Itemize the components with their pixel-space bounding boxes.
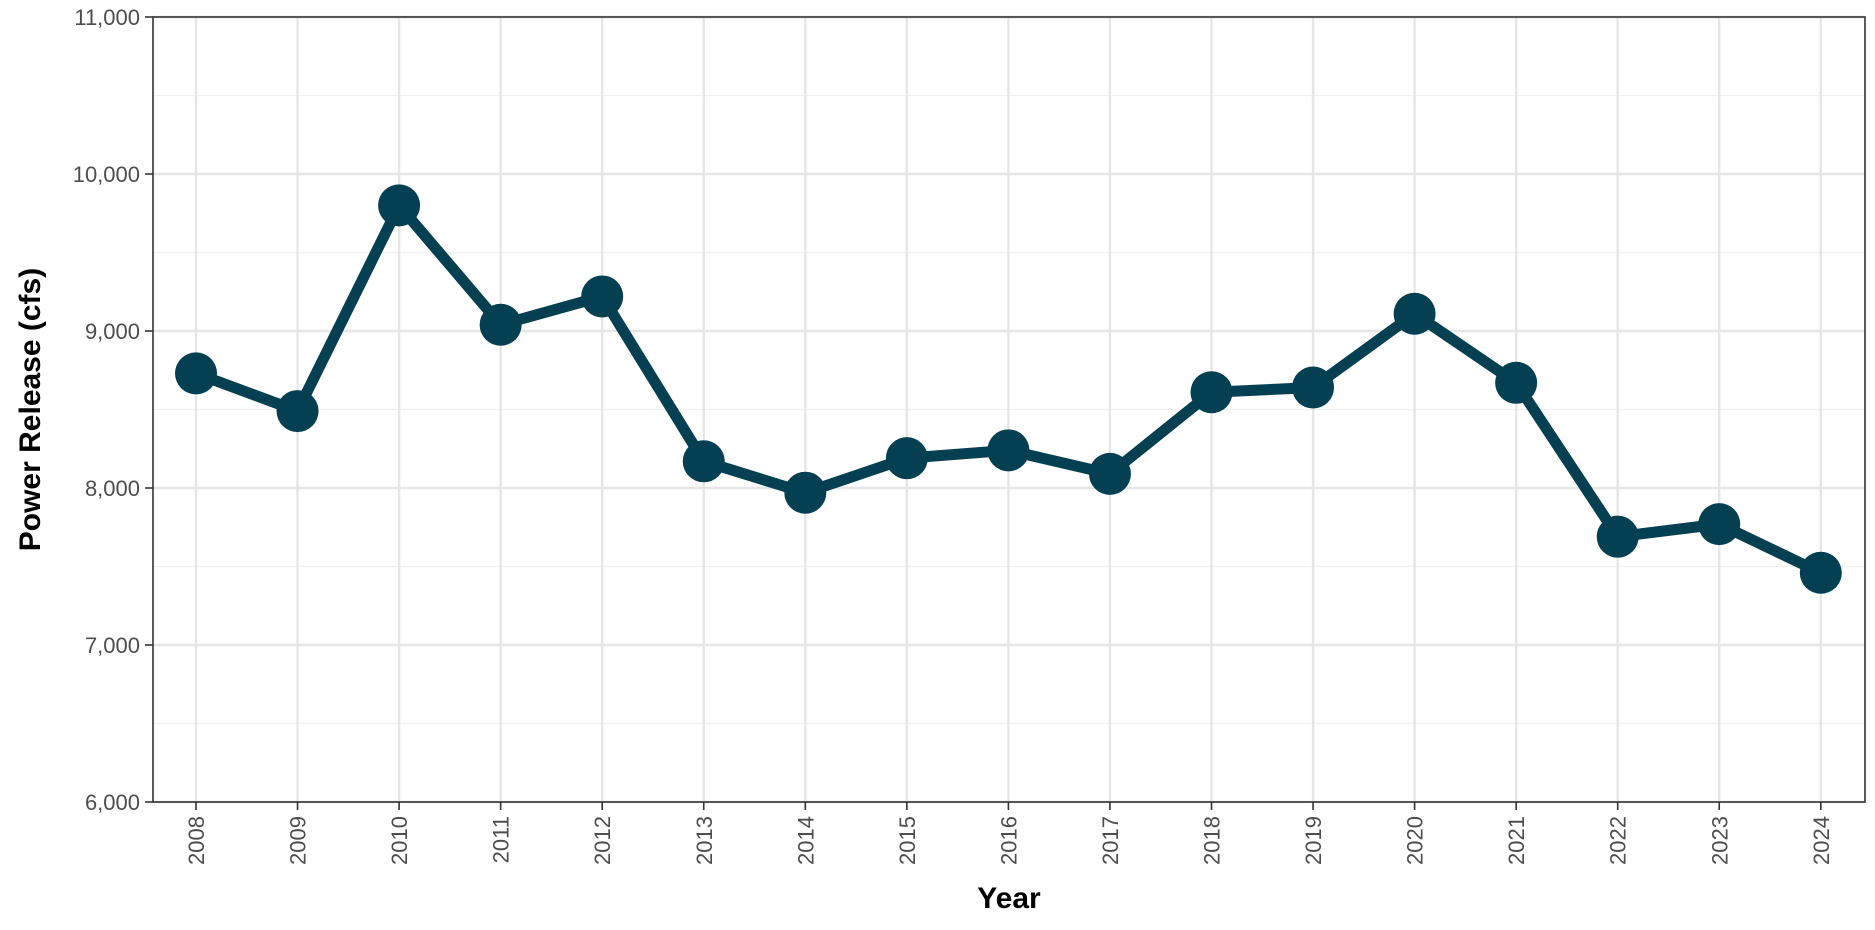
data-point [987, 429, 1030, 472]
data-point [1596, 515, 1639, 558]
data-point [378, 184, 421, 227]
x-tick-label: 2014 [793, 816, 818, 865]
data-point [276, 390, 319, 433]
data-point [1292, 366, 1335, 409]
data-point [1088, 452, 1131, 495]
y-tick-label: 6,000 [85, 790, 140, 815]
x-tick-label: 2010 [387, 816, 412, 865]
data-point [1799, 551, 1842, 594]
data-point [1495, 361, 1538, 404]
x-tick-label: 2023 [1707, 816, 1732, 865]
x-axis: 2008 2009 2010 2011 2012 2013 2014 2015 2016 2017… [184, 802, 1834, 865]
x-tick-label: 2016 [996, 816, 1021, 865]
y-tick-label: 11,000 [74, 5, 140, 30]
x-tick-label: 2013 [692, 816, 717, 865]
x-tick-label: 2012 [590, 816, 615, 865]
x-tick-label: 2011 [489, 816, 514, 863]
data-point [175, 352, 217, 395]
data-point [885, 437, 928, 480]
x-tick-label: 2018 [1200, 816, 1225, 865]
series-power-release [175, 184, 1842, 594]
data-point [581, 275, 624, 318]
x-tick-label: 2022 [1606, 816, 1631, 865]
y-tick-label: 7,000 [85, 633, 140, 658]
y-tick-label: 9,000 [85, 319, 140, 344]
data-point [1698, 503, 1741, 546]
x-tick-label: 2021 [1504, 816, 1529, 865]
x-tick-label: 2020 [1403, 816, 1428, 865]
x-axis-title: Year [977, 882, 1041, 915]
x-tick-label: 2017 [1098, 816, 1123, 865]
data-point [682, 440, 725, 483]
x-tick-label: 2019 [1301, 816, 1326, 865]
y-tick-label: 8,000 [85, 476, 140, 501]
data-point [784, 471, 827, 514]
data-point [1393, 292, 1436, 335]
y-axis: 6,000 7,000 8,000 9,000 10,000 11,000 [73, 5, 153, 815]
x-tick-label: 2008 [184, 816, 209, 865]
x-tick-label: 2015 [895, 816, 920, 865]
data-point [479, 303, 522, 346]
x-tick-label: 2009 [286, 816, 311, 865]
y-axis-title: Power Release (cfs) [14, 268, 47, 551]
x-tick-label: 2024 [1809, 816, 1834, 865]
y-tick-label: 10,000 [73, 162, 140, 187]
data-point [1190, 371, 1233, 414]
